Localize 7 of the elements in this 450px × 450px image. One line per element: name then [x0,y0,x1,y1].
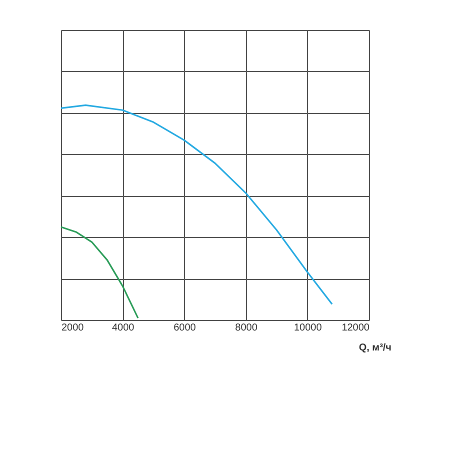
x-axis-title: Q, м³/ч [358,342,392,354]
x-tick-label: 8000 [235,322,258,334]
x-tick-label: 4000 [112,322,135,334]
x-tick-label: 10000 [294,322,322,334]
x-tick-label: 12000 [342,322,370,334]
x-tick-label: 6000 [174,322,196,334]
x-tick-label: 2000 [62,322,84,334]
